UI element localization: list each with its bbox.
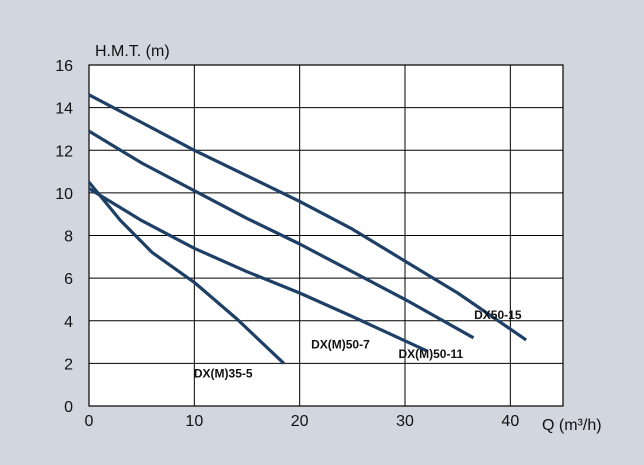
series-line (88, 187, 427, 353)
series-label: DX(M)35-5 (194, 366, 253, 380)
y-tick-label: 14 (55, 101, 73, 118)
y-tick-label: 6 (64, 271, 73, 288)
y-tick-label: 16 (55, 58, 73, 75)
tick-labels: 0 10 20 30 40 0 2 4 6 8 10 12 14 16 (55, 58, 519, 430)
series-line (87, 181, 285, 365)
y-tick-label: 12 (55, 143, 73, 160)
series-label: DX50-15 (474, 308, 522, 322)
series-labels: DX(M)35-5 DX(M)50-7 DX(M)50-11 DX50-15 (194, 308, 522, 380)
y-tick-label: 8 (64, 229, 73, 246)
y-tick-label: 0 (64, 399, 73, 416)
y-tick-label: 10 (55, 186, 73, 203)
y-axis-title: H.M.T. (m) (95, 43, 170, 60)
series-line (88, 129, 475, 340)
x-tick-label: 40 (501, 413, 519, 430)
x-tick-label: 0 (85, 413, 94, 430)
y-tick-label: 4 (64, 314, 73, 331)
grid-lines (89, 65, 563, 406)
x-axis-title: Q (m³/h) (542, 417, 602, 434)
x-tick-label: 20 (291, 413, 309, 430)
x-tick-label: 10 (185, 413, 203, 430)
series-lines (87, 93, 528, 365)
series-label: DX(M)50-7 (311, 338, 370, 352)
series-line (88, 93, 528, 342)
x-tick-label: 30 (396, 413, 414, 430)
y-tick-label: 2 (64, 356, 73, 373)
series-label: DX(M)50-11 (398, 347, 463, 361)
